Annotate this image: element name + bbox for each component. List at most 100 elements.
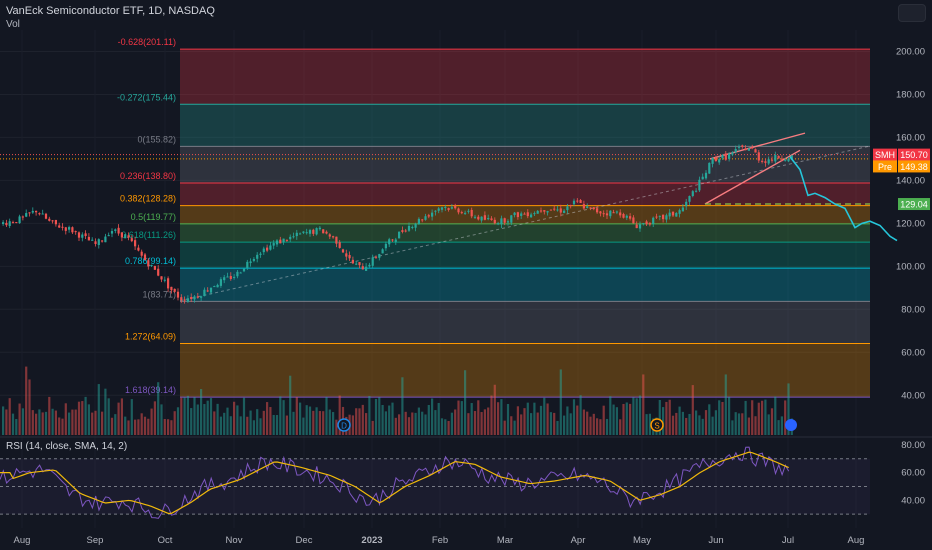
candle-body (582, 204, 585, 209)
candle-body (770, 159, 774, 161)
volume-bar (454, 409, 457, 435)
volume-bar (200, 389, 203, 435)
candle-body (61, 226, 64, 228)
candle-body (665, 215, 668, 220)
candle-body (678, 210, 681, 214)
volume-bar (556, 420, 559, 435)
candle-body (325, 231, 328, 234)
event-marker-label: D (341, 422, 347, 431)
volume-bar (365, 413, 368, 435)
candle-body (464, 212, 467, 214)
volume-bar (523, 408, 526, 435)
candle-body (200, 296, 203, 298)
candle-body (94, 241, 97, 244)
candle-body (153, 266, 156, 270)
volume-bar (602, 405, 605, 435)
candle-body (279, 239, 282, 244)
volume-bar (252, 420, 255, 435)
candle-body (431, 212, 434, 217)
candle-body (388, 239, 391, 245)
volume-bar (477, 400, 480, 435)
candle-body (714, 157, 717, 162)
event-marker[interactable] (337, 418, 351, 432)
event-marker[interactable] (650, 418, 664, 432)
volume-bar (186, 395, 189, 435)
candle-body (74, 231, 77, 233)
candle-body (751, 147, 754, 149)
candle-body (58, 225, 61, 228)
volume-bar (698, 415, 701, 435)
projection-path[interactable] (789, 156, 898, 242)
candle-body (361, 266, 364, 270)
candle-body (183, 299, 186, 301)
fib-level-label: 0.236(138.80) (120, 171, 176, 181)
volume-bar (87, 404, 90, 435)
candle-body (48, 218, 51, 221)
dashed-trendline[interactable] (179, 145, 871, 302)
volume-bar (335, 419, 338, 435)
time-axis[interactable]: Aug Sep Oct Nov Dec 2023 Feb Mar Apr May Jun Jul Aug (14, 535, 865, 546)
wedge-lower-line[interactable] (704, 149, 801, 205)
volume-bar (708, 404, 711, 435)
candle-body (219, 279, 222, 286)
volume-bar (48, 396, 51, 435)
volume-bar (754, 416, 757, 435)
volume-bar (226, 407, 229, 435)
candle-body (513, 212, 516, 216)
candle-body (25, 213, 28, 217)
volume-bar (691, 385, 694, 435)
volume-bar (744, 400, 747, 435)
volume-bar (147, 418, 150, 435)
volume-bar (473, 411, 477, 435)
candle-body (51, 220, 54, 222)
candle-body (157, 268, 160, 276)
price-projection[interactable] (789, 156, 898, 242)
volume-bar (724, 374, 727, 435)
candle-body (467, 210, 470, 212)
volume-bar (157, 382, 160, 435)
candle-body (239, 272, 242, 274)
candle-body (645, 221, 648, 225)
candle-body (721, 154, 724, 159)
time-tick-label: Feb (432, 535, 448, 546)
volume-bars (2, 366, 793, 435)
chart-menu-button[interactable] (898, 4, 926, 22)
price-candles (2, 144, 793, 304)
volume-bar (5, 409, 8, 435)
candle-body (374, 256, 378, 258)
volume-label: Vol (6, 19, 20, 30)
volume-bar (757, 402, 760, 435)
rsi-pane[interactable]: 80.00 60.00 40.00 (0, 440, 925, 519)
candle-body (365, 266, 368, 271)
volume-bar (104, 388, 107, 435)
candle-body (460, 212, 463, 214)
fibonacci-retracement[interactable]: -0.628(201.11) -0.272(175.44) 0(155.82) 0.2… (117, 37, 870, 398)
volume-bar (137, 419, 140, 435)
candle-body (477, 216, 480, 220)
candle-body (731, 152, 734, 155)
candle-body (784, 159, 787, 161)
volume-bar (411, 412, 414, 435)
candle-body (490, 218, 493, 220)
candle-body (226, 276, 229, 278)
candle-body (553, 208, 556, 210)
price-tick-label: 180.00 (896, 89, 925, 100)
volume-bar (269, 407, 272, 435)
volume-bar (780, 416, 783, 435)
candle-body (711, 157, 714, 164)
premarket-tag (873, 160, 897, 173)
price-tick-label: 160.00 (896, 132, 925, 143)
lightning-icon[interactable] (785, 419, 797, 431)
volume-bar (54, 410, 57, 435)
premarket-value: 149.38 (900, 162, 928, 172)
fib-level-label: 1.272(64.09) (125, 331, 176, 341)
volume-bar (599, 419, 602, 435)
volume-bar (305, 405, 308, 435)
candle-body (150, 264, 153, 266)
volume-bar (77, 401, 81, 435)
price-axis[interactable]: 200.00 180.00 160.00 140.00 120.00 100.00 80.0… (896, 46, 925, 401)
candle-body (747, 148, 750, 151)
volume-bar (566, 406, 569, 435)
